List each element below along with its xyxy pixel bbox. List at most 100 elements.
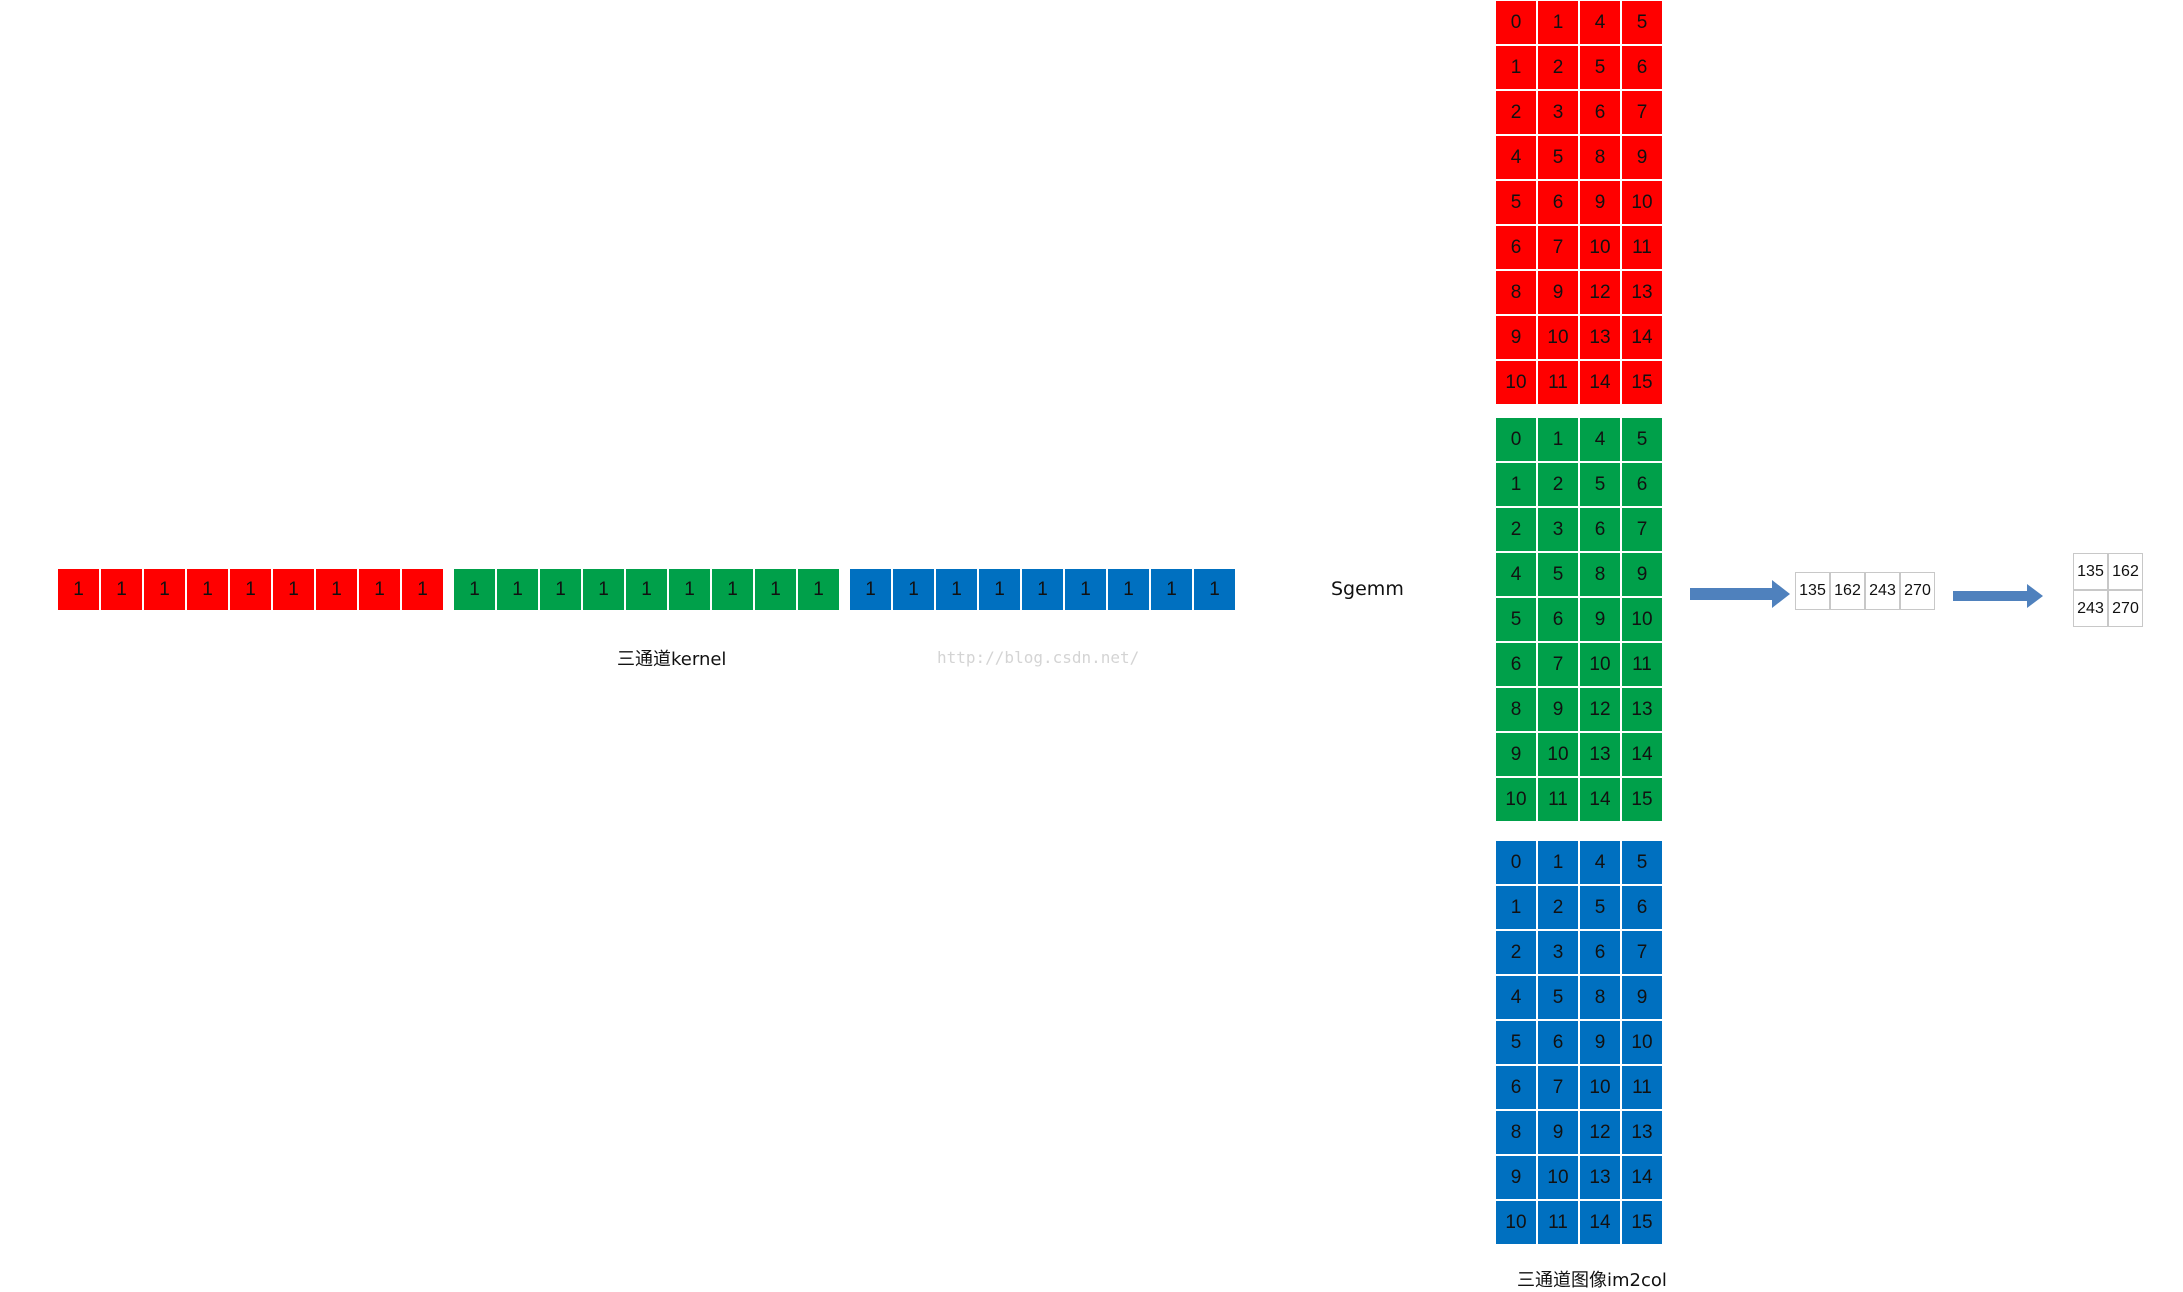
result-row-cell: 135 — [1795, 572, 1830, 610]
im2col-cell-red: 6 — [1579, 90, 1621, 135]
im2col-cell-green: 6 — [1495, 642, 1537, 687]
result-matrix-cell: 243 — [2073, 590, 2108, 627]
im2col-cell-red: 10 — [1579, 225, 1621, 270]
im2col-cell-red: 8 — [1495, 270, 1537, 315]
im2col-cell-red: 9 — [1579, 180, 1621, 225]
im2col-cell-red: 1 — [1537, 0, 1579, 45]
im2col-cell-blue: 6 — [1621, 885, 1663, 930]
arrow-right-icon-shape — [1953, 584, 2043, 608]
im2col-cell-red: 7 — [1621, 90, 1663, 135]
result-row-cell: 162 — [1830, 572, 1865, 610]
kernel-cell-blue: 1 — [1193, 568, 1236, 611]
result-row-cell: 270 — [1900, 572, 1935, 610]
im2col-cell-green: 4 — [1579, 417, 1621, 462]
result-row-cell: 243 — [1865, 572, 1900, 610]
kernel-cell-blue: 1 — [978, 568, 1021, 611]
im2col-cell-green: 1 — [1495, 462, 1537, 507]
im2col-cell-red: 10 — [1537, 315, 1579, 360]
kernel-cell-green: 1 — [625, 568, 668, 611]
im2col-cell-red: 14 — [1621, 315, 1663, 360]
im2col-cell-red: 3 — [1537, 90, 1579, 135]
im2col-cell-green: 9 — [1495, 732, 1537, 777]
im2col-cell-green: 5 — [1537, 552, 1579, 597]
im2col-cell-red: 5 — [1537, 135, 1579, 180]
im2col-cell-red: 12 — [1579, 270, 1621, 315]
im2col-cell-green: 15 — [1621, 777, 1663, 822]
im2col-cell-blue: 11 — [1537, 1200, 1579, 1245]
im2col-cell-green: 9 — [1579, 597, 1621, 642]
im2col-cell-blue: 8 — [1579, 975, 1621, 1020]
im2col-cell-blue: 6 — [1579, 930, 1621, 975]
kernel-cell-red: 1 — [272, 568, 315, 611]
kernel-cell-green: 1 — [754, 568, 797, 611]
im2col-cell-red: 8 — [1579, 135, 1621, 180]
kernel-cell-green: 1 — [668, 568, 711, 611]
im2col-cell-green: 2 — [1537, 462, 1579, 507]
kernel-cell-blue: 1 — [935, 568, 978, 611]
im2col-cell-red: 15 — [1621, 360, 1663, 405]
kernel-cell-red: 1 — [315, 568, 358, 611]
im2col-cell-green: 10 — [1495, 777, 1537, 822]
im2col-cell-blue: 9 — [1495, 1155, 1537, 1200]
kernel-label: 三通道kernel — [617, 649, 727, 670]
im2col-cell-blue: 10 — [1537, 1155, 1579, 1200]
im2col-cell-blue: 14 — [1579, 1200, 1621, 1245]
im2col-cell-green: 13 — [1579, 732, 1621, 777]
kernel-cell-blue: 1 — [1064, 568, 1107, 611]
im2col-cell-blue: 10 — [1495, 1200, 1537, 1245]
im2col-cell-red: 4 — [1495, 135, 1537, 180]
kernel-cell-green: 1 — [797, 568, 840, 611]
im2col-cell-green: 7 — [1621, 507, 1663, 552]
im2col-cell-blue: 4 — [1495, 975, 1537, 1020]
im2col-cell-blue: 9 — [1621, 975, 1663, 1020]
im2col-cell-red: 2 — [1537, 45, 1579, 90]
im2col-cell-blue: 8 — [1495, 1110, 1537, 1155]
im2col-cell-green: 1 — [1537, 417, 1579, 462]
im2col-cell-red: 10 — [1495, 360, 1537, 405]
result-matrix-cell: 162 — [2108, 553, 2143, 590]
im2col-cell-green: 9 — [1621, 552, 1663, 597]
im2col-cell-blue: 2 — [1495, 930, 1537, 975]
im2col-cell-blue: 4 — [1579, 840, 1621, 885]
im2col-cell-red: 5 — [1621, 0, 1663, 45]
im2col-cell-green: 9 — [1537, 687, 1579, 732]
im2col-cell-green: 0 — [1495, 417, 1537, 462]
im2col-cell-red: 9 — [1495, 315, 1537, 360]
im2col-cell-green: 10 — [1537, 732, 1579, 777]
kernel-cell-green: 1 — [453, 568, 496, 611]
kernel-cell-green: 1 — [496, 568, 539, 611]
im2col-cell-green: 13 — [1621, 687, 1663, 732]
kernel-cell-red: 1 — [143, 568, 186, 611]
kernel-cell-green: 1 — [539, 568, 582, 611]
im2col-cell-green: 11 — [1621, 642, 1663, 687]
im2col-cell-blue: 12 — [1579, 1110, 1621, 1155]
im2col-cell-blue: 1 — [1537, 840, 1579, 885]
kernel-cell-blue: 1 — [1021, 568, 1064, 611]
arrow-right-icon — [1690, 580, 1790, 608]
im2col-cell-blue: 11 — [1621, 1065, 1663, 1110]
kernel-cell-blue: 1 — [1150, 568, 1193, 611]
im2col-cell-green: 10 — [1579, 642, 1621, 687]
im2col-cell-red: 2 — [1495, 90, 1537, 135]
kernel-cell-red: 1 — [186, 568, 229, 611]
im2col-cell-red: 5 — [1579, 45, 1621, 90]
im2col-cell-blue: 5 — [1621, 840, 1663, 885]
sgemm-label: Sgemm — [1331, 578, 1404, 600]
im2col-cell-green: 10 — [1621, 597, 1663, 642]
im2col-cell-blue: 5 — [1495, 1020, 1537, 1065]
im2col-cell-red: 13 — [1621, 270, 1663, 315]
im2col-cell-red: 1 — [1495, 45, 1537, 90]
im2col-cell-blue: 3 — [1537, 930, 1579, 975]
im2col-label: 三通道图像im2col — [1517, 1270, 1667, 1291]
im2col-cell-blue: 14 — [1621, 1155, 1663, 1200]
im2col-cell-green: 4 — [1495, 552, 1537, 597]
im2col-cell-blue: 1 — [1495, 885, 1537, 930]
im2col-cell-blue: 0 — [1495, 840, 1537, 885]
im2col-cell-red: 9 — [1537, 270, 1579, 315]
im2col-cell-blue: 15 — [1621, 1200, 1663, 1245]
im2col-cell-green: 2 — [1495, 507, 1537, 552]
im2col-cell-green: 12 — [1579, 687, 1621, 732]
im2col-cell-red: 9 — [1621, 135, 1663, 180]
im2col-cell-green: 7 — [1537, 642, 1579, 687]
kernel-cell-red: 1 — [401, 568, 444, 611]
